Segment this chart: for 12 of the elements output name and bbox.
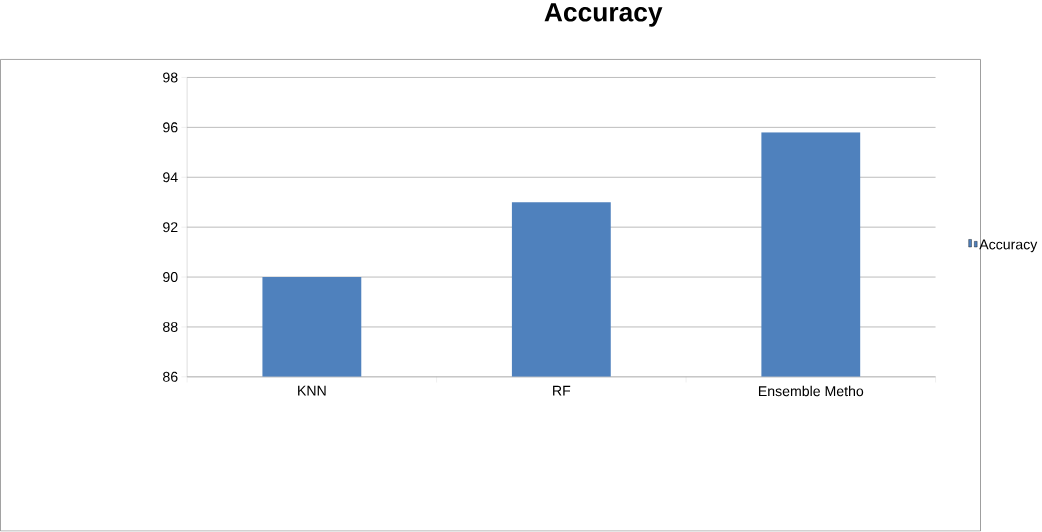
- y-tick-label: 90: [163, 272, 178, 283]
- x-tick-label: KNN: [298, 386, 326, 396]
- legend-label: Accuracy: [979, 239, 1038, 253]
- chart-title: Accuracy: [544, 3, 663, 27]
- y-tick-label: 88: [163, 322, 178, 333]
- y-tick-label: 98: [163, 72, 178, 83]
- x-tick-label: Ensemble Metho: [758, 386, 864, 397]
- y-tick-label: 86: [163, 372, 178, 383]
- y-tick-label: 96: [163, 122, 178, 133]
- y-tick-label: 94: [163, 172, 178, 183]
- x-tick-label: RF: [553, 386, 571, 396]
- y-tick-label: 92: [163, 222, 178, 233]
